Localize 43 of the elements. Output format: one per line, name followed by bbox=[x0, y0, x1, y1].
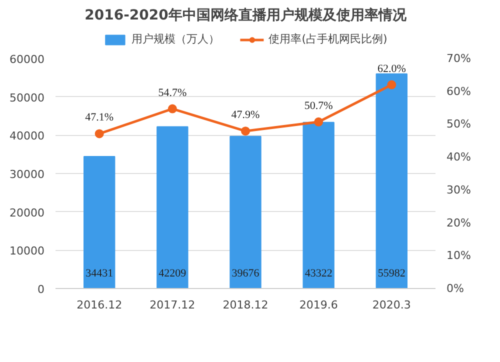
bar bbox=[156, 126, 188, 288]
data-label: 50.7% bbox=[304, 100, 333, 112]
legend-label: 用户规模（万人） bbox=[132, 32, 220, 46]
bar bbox=[230, 136, 262, 288]
y-tick-label: 40000 bbox=[10, 130, 45, 143]
bar bbox=[84, 156, 116, 288]
y-tick-label: 20000 bbox=[10, 206, 45, 220]
data-label: 34431 bbox=[86, 268, 114, 280]
y2-tick-label: 50% bbox=[446, 118, 471, 131]
chart-title: 2016-2020年中国网络直播用户规模及使用率情况 bbox=[84, 6, 408, 24]
y2-tick-label: 60% bbox=[446, 84, 471, 98]
y-tick-label: 0 bbox=[38, 283, 44, 296]
data-label: 47.9% bbox=[231, 109, 260, 122]
y2-tick-label: 30% bbox=[446, 183, 471, 196]
y2-tick-label: 70% bbox=[446, 52, 471, 65]
y2-tick-label: 20% bbox=[446, 216, 471, 230]
bar bbox=[376, 73, 408, 288]
data-label: 47.1% bbox=[85, 112, 114, 124]
x-tick-label: 2018.12 bbox=[222, 298, 268, 312]
x-tick-label: 2019.6 bbox=[299, 298, 338, 312]
data-label: 42209 bbox=[158, 268, 187, 280]
point bbox=[314, 117, 324, 126]
bar bbox=[302, 122, 334, 288]
point bbox=[387, 80, 396, 90]
x-tick-label: 2016.12 bbox=[76, 298, 122, 312]
y2-tick-label: 10% bbox=[446, 249, 471, 262]
data-label: 39676 bbox=[232, 268, 260, 280]
y-tick-label: 30000 bbox=[10, 168, 45, 181]
x-tick-label: 2017.12 bbox=[150, 298, 196, 312]
y2-tick-label: 0% bbox=[446, 282, 464, 295]
data-label: 62.0% bbox=[377, 62, 406, 75]
legend-label: 使用率(占手机网民比例) bbox=[268, 32, 388, 46]
point bbox=[94, 129, 104, 138]
y2-tick-label: 40% bbox=[446, 150, 471, 164]
point bbox=[168, 104, 177, 114]
point bbox=[241, 126, 250, 136]
y-tick-label: 10000 bbox=[10, 244, 45, 258]
data-label: 43322 bbox=[304, 268, 332, 280]
data-label: 54.7% bbox=[158, 86, 187, 99]
y-tick-label: 60000 bbox=[10, 53, 45, 66]
data-label: 55982 bbox=[378, 268, 406, 280]
y-tick-label: 50000 bbox=[10, 91, 45, 104]
x-tick-label: 2020.3 bbox=[372, 298, 411, 312]
